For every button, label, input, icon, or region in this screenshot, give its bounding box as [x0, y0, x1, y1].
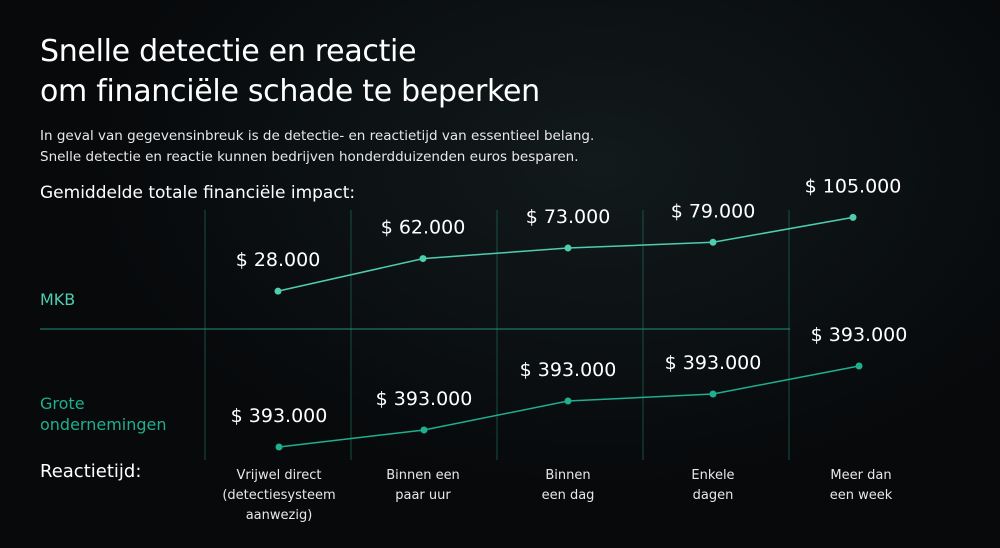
x-axis-label: Reactietijd:: [40, 461, 142, 482]
data-point: [420, 426, 428, 434]
data-point: [709, 238, 717, 246]
data-label: $ 393.000: [811, 324, 908, 346]
data-point: [709, 390, 717, 398]
data-label: $ 393.000: [520, 359, 617, 381]
series-line-mkb: [277, 216, 854, 292]
data-label: $ 393.000: [376, 388, 473, 410]
data-label: $ 393.000: [231, 405, 328, 427]
data-label: $ 28.000: [236, 249, 321, 271]
data-label: $ 79.000: [671, 200, 756, 222]
data-point: [849, 213, 857, 221]
x-tick-label: Binnen een paar uur: [386, 468, 460, 503]
chart-title: Gemiddelde totale financiële impact:: [40, 183, 356, 203]
data-point: [274, 287, 282, 295]
x-tick-label: Binnen een dag: [541, 468, 595, 503]
data-point: [275, 443, 283, 451]
subtitle: In geval van gegevensinbreuk is de detec…: [40, 128, 595, 165]
x-tick-label: Vrijwel direct (detectiesysteem aanwezig…: [222, 468, 336, 523]
data-point: [564, 397, 572, 405]
data-point: [564, 244, 572, 252]
data-label: $ 73.000: [526, 206, 611, 228]
data-point: [855, 362, 863, 370]
data-label: $ 393.000: [665, 352, 762, 374]
data-point: [419, 255, 427, 263]
series-label-grote: Grote ondernemingen: [40, 394, 167, 434]
series-label-mkb: MKB: [40, 290, 76, 309]
page-title: Snelle detectie en reactie om financiële …: [40, 34, 540, 109]
data-label: $ 105.000: [805, 175, 902, 197]
x-tick-label: Enkele dagen: [691, 468, 735, 503]
x-tick-label: Meer dan een week: [829, 468, 893, 503]
data-label: $ 62.000: [381, 217, 466, 239]
